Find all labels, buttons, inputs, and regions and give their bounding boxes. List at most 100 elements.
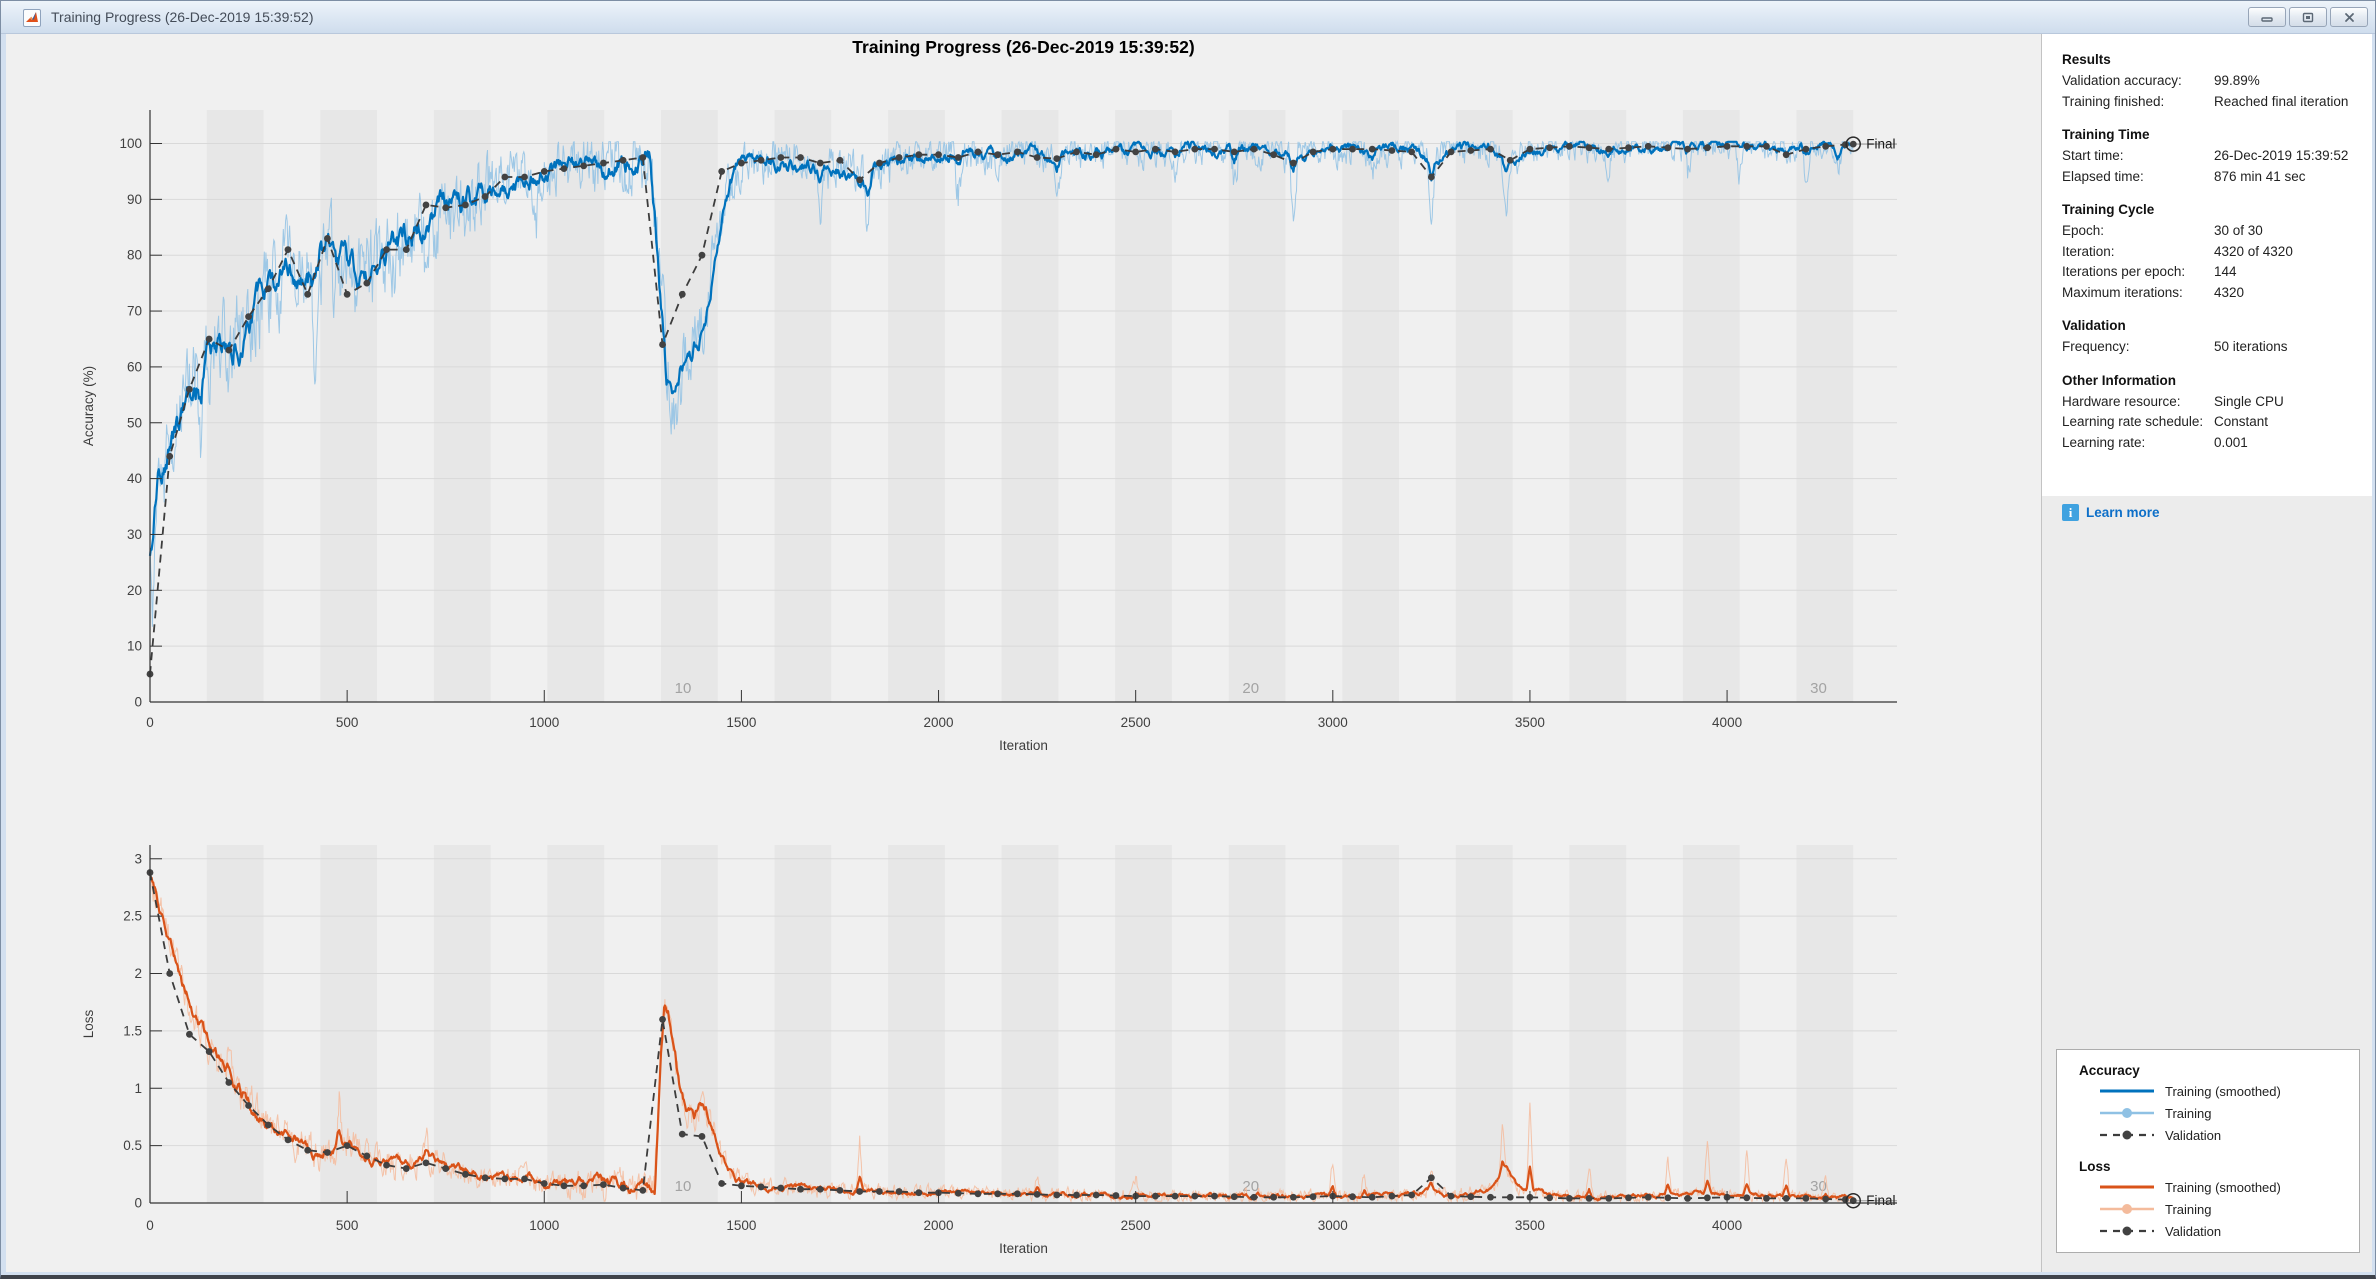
legend-item: Training [2099, 1102, 2359, 1124]
y-tick-label: 70 [127, 304, 142, 319]
minimize-icon [2261, 16, 2273, 22]
x-tick-label: 0 [146, 1218, 154, 1233]
y-tick-label: 1 [134, 1081, 142, 1096]
epoch-label: 10 [675, 1178, 692, 1195]
x-tick-label: 1000 [529, 1218, 559, 1233]
info-row: Elapsed time: 876 min 41 sec [2062, 167, 2360, 188]
epoch-band [433, 845, 491, 1203]
x-tick-label: 1000 [529, 715, 559, 730]
x-tick-label: 2500 [1121, 715, 1151, 730]
close-icon [2344, 12, 2354, 22]
x-tick-label: 500 [336, 715, 359, 730]
x-tick-label: 2000 [924, 715, 954, 730]
info-row: Epoch: 30 of 30 [2062, 221, 2360, 242]
minimize-button[interactable] [2248, 7, 2286, 27]
info-section: Results Validation accuracy: 99.89% Trainin… [2062, 46, 2360, 112]
window-title: Training Progress (26-Dec-2019 15:39:52) [51, 9, 314, 25]
info-value: Reached final iteration [2214, 93, 2349, 109]
x-tick-label: 0 [146, 715, 154, 730]
epoch-band [1455, 845, 1513, 1203]
close-button[interactable] [2330, 7, 2368, 27]
info-section-title: Results [2062, 52, 2111, 67]
info-row: Learning rate schedule: Constant [2062, 412, 2360, 433]
info-section: Other Information Hardware resource: Singl… [2062, 367, 2360, 454]
legend-swatch-validation [2099, 1128, 2155, 1142]
y-tick-label: 80 [127, 248, 142, 263]
y-tick-label: 50 [127, 415, 142, 430]
info-value: Constant [2214, 414, 2269, 429]
legend-swatch-validation [2099, 1224, 2155, 1238]
info-value: 876 min 41 sec [2214, 168, 2306, 184]
info-label: Frequency: [2062, 339, 2130, 354]
info-section: Validation Frequency: 50 iterations [2062, 312, 2360, 358]
y-tick-label: 3 [134, 851, 142, 866]
epoch-band [1001, 110, 1059, 702]
info-section-title: Other Information [2062, 372, 2176, 388]
y-tick-label: 1.5 [123, 1023, 142, 1038]
accuracy-validation-line [149, 143, 1854, 675]
info-value: 26-Dec-2019 15:39:52 [2214, 148, 2349, 163]
epoch-label: 20 [1242, 680, 1259, 697]
x-tick-label: 500 [336, 1218, 359, 1233]
info-label: Training finished: [2062, 93, 2165, 109]
epoch-band [1569, 845, 1627, 1203]
info-row: Learning rate: 0.001 [2062, 433, 2360, 454]
info-label: Elapsed time: [2062, 168, 2144, 184]
legend-group-title: Accuracy [2079, 1063, 2140, 1078]
results-panel-background [2042, 34, 2372, 496]
final-label: Final [1866, 137, 1895, 152]
info-value: 4320 of 4320 [2214, 243, 2293, 259]
epoch-band [774, 845, 832, 1203]
info-label: Start time: [2062, 148, 2124, 163]
final-marker [1849, 140, 1857, 148]
epoch-band [774, 110, 832, 702]
legend-label: Training (smoothed) [2165, 1179, 2281, 1195]
x-tick-label: 2000 [924, 1218, 954, 1233]
x-tick-label: 3000 [1318, 1218, 1348, 1233]
y-tick-label: 0 [134, 1196, 142, 1211]
info-label: Learning rate: [2062, 434, 2146, 450]
accuracy-training-raw-line [149, 139, 1854, 627]
learn-more-link[interactable]: i Learn more [2062, 504, 2160, 521]
final-marker-ring [1845, 136, 1861, 152]
epoch-band [547, 110, 605, 702]
legend-item: Training (smoothed) [2099, 1080, 2359, 1102]
epoch-band [1342, 845, 1400, 1203]
restore-button[interactable] [2289, 7, 2327, 27]
info-label: Hardware resource: [2062, 393, 2181, 409]
info-value: 99.89% [2214, 73, 2260, 88]
y-tick-label: 90 [127, 192, 142, 207]
info-section-title: Training Time [2062, 127, 2150, 142]
epoch-band [1569, 110, 1627, 702]
legend-swatch-loss-raw [2099, 1202, 2155, 1216]
epoch-band [1455, 110, 1513, 702]
window-controls [2248, 7, 2368, 27]
chart-title: Training Progress (26-Dec-2019 15:39:52) [852, 37, 1194, 57]
epoch-band [1342, 110, 1400, 702]
x-tick-label: 3500 [1515, 715, 1545, 730]
info-row: Training finished: Reached final iteratio… [2062, 92, 2360, 113]
learn-more-label: Learn more [2086, 505, 2160, 520]
legend-swatch-acc-raw [2099, 1106, 2155, 1120]
loss-xlabel: Iteration [999, 1241, 1048, 1256]
results-sections: Results Validation accuracy: 99.89% Trainin… [2062, 46, 2360, 462]
epoch-band [1115, 110, 1172, 702]
legend-item: Training [2099, 1198, 2359, 1220]
legend-label: Training (smoothed) [2165, 1083, 2281, 1099]
info-row: Hardware resource: Single CPU [2062, 392, 2360, 413]
legend-label: Validation [2165, 1223, 2222, 1239]
info-icon: i [2062, 504, 2079, 521]
epoch-band [1115, 845, 1172, 1203]
epoch-label: 30 [1810, 680, 1827, 697]
epoch-band [888, 845, 945, 1203]
epoch-band [206, 110, 264, 702]
info-row: Start time: 26-Dec-2019 15:39:52 [2062, 146, 2360, 167]
info-value: Single CPU [2214, 393, 2284, 409]
epoch-band [1796, 110, 1854, 702]
epoch-band [1228, 110, 1286, 702]
accuracy-ylabel: Accuracy (%) [81, 366, 96, 446]
window-titlebar[interactable]: Training Progress (26-Dec-2019 15:39:52) [1, 1, 2375, 34]
